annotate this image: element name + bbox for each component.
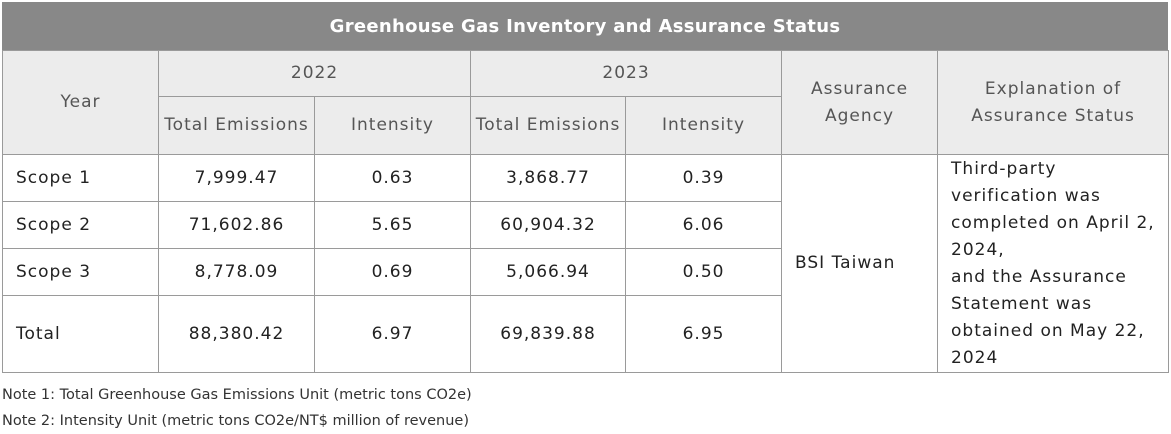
intensity-2022: 0.63 (313, 154, 472, 202)
table-row: Scope 2 71,602.86 5.65 60,904.32 6.06 (2, 201, 1169, 249)
explanation-cell: Third-party verification was completed o… (937, 154, 1170, 373)
total-emissions-2023: 60,904.32 (470, 201, 627, 249)
total-emissions-2022: 8,778.09 (158, 248, 315, 296)
total-emissions-2023: 3,868.77 (470, 154, 627, 202)
row-label: Total (2, 295, 159, 373)
row-label: Scope 3 (2, 248, 159, 296)
intensity-2023: 6.95 (625, 295, 783, 373)
intensity-2023: 6.06 (625, 201, 783, 249)
header-2023: 2023 (470, 50, 783, 97)
header-2022: 2022 (157, 50, 472, 97)
row-label: Scope 2 (2, 201, 159, 249)
intensity-2022: 6.97 (313, 295, 472, 373)
intensity-2022: 0.69 (313, 248, 472, 296)
intensity-2023: 0.39 (625, 154, 783, 202)
ghg-table: Year 2022 2023 Assurance Agency Explanat… (2, 50, 1170, 373)
header-total-emissions-2022: Total Emissions (158, 96, 315, 155)
header-intensity-2022: Intensity (313, 96, 472, 155)
table-row: Total 88,380.42 6.97 69,839.88 6.95 (2, 295, 1169, 373)
total-emissions-2022: 71,602.86 (158, 201, 315, 249)
total-emissions-2023: 69,839.88 (470, 295, 627, 373)
footnotes: Note 1: Total Greenhouse Gas Emissions U… (2, 382, 472, 434)
assurance-agency-cell: BSI Taiwan (781, 154, 939, 373)
total-emissions-2022: 7,999.47 (158, 154, 315, 202)
table-row: Scope 3 8,778.09 0.69 5,066.94 0.50 (2, 248, 1169, 296)
note-1: Note 1: Total Greenhouse Gas Emissions U… (2, 387, 472, 403)
intensity-2022: 5.65 (313, 201, 472, 249)
note-2: Note 2: Intensity Unit (metric tons CO2e… (2, 413, 469, 429)
header-total-emissions-2023: Total Emissions (470, 96, 627, 155)
ghg-table-container: Greenhouse Gas Inventory and Assurance S… (2, 2, 1170, 373)
row-label: Scope 1 (2, 154, 159, 202)
total-emissions-2022: 88,380.42 (158, 295, 315, 373)
header-intensity-2023: Intensity (625, 96, 783, 155)
table-title: Greenhouse Gas Inventory and Assurance S… (2, 2, 1168, 50)
table-row: Scope 1 7,999.47 0.63 3,868.77 0.39 BSI … (2, 154, 1170, 373)
total-emissions-2023: 5,066.94 (470, 248, 627, 296)
header-year: Year (2, 50, 159, 155)
header-explanation: Explanation of Assurance Status (937, 50, 1170, 155)
intensity-2023: 0.50 (625, 248, 783, 296)
header-assurance-agency: Assurance Agency (781, 50, 939, 155)
